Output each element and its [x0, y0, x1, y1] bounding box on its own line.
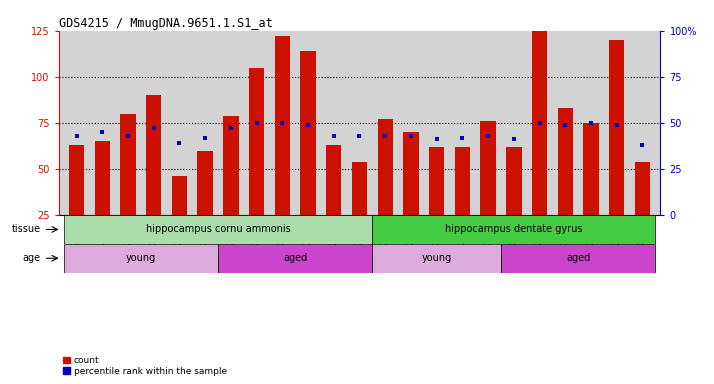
Bar: [198, 151, 213, 215]
Bar: [275, 36, 290, 215]
Point: [457, 134, 468, 141]
Bar: [326, 145, 341, 215]
Point: [276, 120, 288, 126]
Bar: [455, 147, 470, 215]
Text: GSM297146: GSM297146: [278, 215, 287, 261]
Bar: [609, 40, 625, 215]
Bar: [352, 162, 367, 215]
Text: GSM297145: GSM297145: [252, 215, 261, 261]
Bar: [64, 244, 218, 273]
Text: GSM297138: GSM297138: [72, 215, 81, 261]
Point: [96, 129, 108, 135]
Text: GSM297158: GSM297158: [586, 215, 595, 261]
Point: [302, 122, 313, 128]
Point: [199, 134, 211, 141]
Bar: [501, 244, 655, 273]
Text: GSM297143: GSM297143: [201, 215, 210, 261]
Text: GSM297148: GSM297148: [329, 215, 338, 261]
Bar: [532, 31, 547, 215]
Point: [611, 122, 623, 128]
Point: [483, 133, 494, 139]
Point: [148, 125, 159, 131]
Bar: [146, 95, 161, 215]
Point: [354, 133, 366, 139]
Bar: [172, 176, 187, 215]
Text: GSM297159: GSM297159: [612, 215, 621, 261]
Point: [122, 133, 134, 139]
Bar: [378, 119, 393, 215]
Bar: [635, 162, 650, 215]
Point: [174, 140, 185, 146]
Point: [328, 133, 339, 139]
Point: [71, 133, 82, 139]
Text: young: young: [421, 253, 452, 263]
Text: hippocampus cornu ammonis: hippocampus cornu ammonis: [146, 224, 291, 235]
Text: aged: aged: [283, 253, 307, 263]
Bar: [64, 215, 373, 244]
Bar: [218, 244, 373, 273]
Text: GSM297147: GSM297147: [303, 215, 313, 261]
Text: GSM297155: GSM297155: [509, 215, 518, 261]
Bar: [481, 121, 496, 215]
Text: GSM297151: GSM297151: [406, 215, 416, 261]
Text: young: young: [126, 253, 156, 263]
Text: GSM297142: GSM297142: [175, 215, 184, 261]
Legend: count, percentile rank within the sample: count, percentile rank within the sample: [63, 356, 227, 376]
Text: hippocampus dentate gyrus: hippocampus dentate gyrus: [445, 224, 583, 235]
Text: GSM297153: GSM297153: [458, 215, 467, 261]
Bar: [373, 244, 501, 273]
Text: GSM297139: GSM297139: [98, 215, 107, 261]
Bar: [373, 215, 655, 244]
Point: [534, 120, 545, 126]
Point: [585, 120, 597, 126]
Text: GSM297150: GSM297150: [381, 215, 390, 261]
Bar: [429, 147, 444, 215]
Bar: [403, 132, 418, 215]
Text: GSM297157: GSM297157: [560, 215, 570, 261]
Bar: [558, 108, 573, 215]
Bar: [583, 123, 599, 215]
Point: [560, 122, 571, 128]
Text: GSM297160: GSM297160: [638, 215, 647, 261]
Point: [406, 133, 417, 139]
Text: aged: aged: [566, 253, 590, 263]
Point: [380, 133, 391, 139]
Point: [225, 125, 236, 131]
Text: GSM297149: GSM297149: [355, 215, 364, 261]
Bar: [223, 116, 238, 215]
Text: GSM297154: GSM297154: [483, 215, 493, 261]
Bar: [249, 68, 264, 215]
Text: GDS4215 / MmugDNA.9651.1.S1_at: GDS4215 / MmugDNA.9651.1.S1_at: [59, 17, 272, 30]
Point: [508, 136, 520, 142]
Text: GSM297156: GSM297156: [535, 215, 544, 261]
Point: [431, 136, 443, 142]
Text: GSM297140: GSM297140: [124, 215, 133, 261]
Bar: [506, 147, 521, 215]
Text: tissue: tissue: [11, 224, 41, 235]
Bar: [94, 141, 110, 215]
Bar: [120, 114, 136, 215]
Text: GSM297152: GSM297152: [432, 215, 441, 261]
Bar: [69, 145, 84, 215]
Text: GSM297141: GSM297141: [149, 215, 159, 261]
Bar: [301, 51, 316, 215]
Point: [637, 142, 648, 148]
Text: GSM297144: GSM297144: [226, 215, 236, 261]
Text: age: age: [22, 253, 41, 263]
Point: [251, 120, 262, 126]
